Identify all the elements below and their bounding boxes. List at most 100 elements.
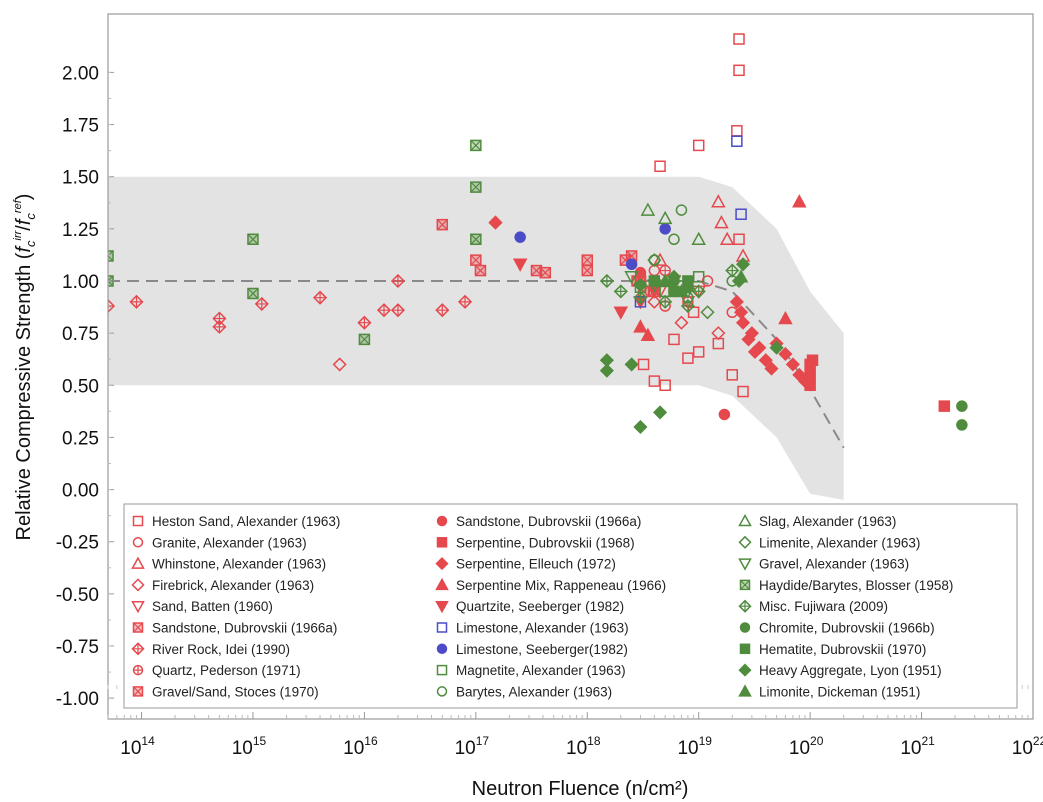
y-axis-title-f1: f — [13, 245, 35, 253]
legend-item: Limenite, Alexander (1963) — [738, 535, 920, 550]
data-point — [654, 160, 666, 173]
data-point-cross — [247, 288, 259, 299]
x-tick-label: 1022 — [1012, 734, 1043, 759]
legend-label: Serpentine, Elleuch (1972) — [456, 557, 616, 572]
data-point — [675, 204, 688, 216]
data-point-cross — [470, 233, 482, 245]
legend-marker — [436, 686, 448, 697]
legend-label: Quartzite, Seeberger (1982) — [456, 599, 624, 614]
y-tick-label: 1.50 — [62, 168, 99, 189]
data-point — [758, 353, 773, 368]
legend-label: Barytes, Alexander (1963) — [456, 684, 612, 699]
legend-item: Limestone, Alexander (1963) — [436, 621, 629, 636]
data-point — [733, 269, 749, 283]
data-point — [435, 303, 450, 318]
data-point-cross — [247, 233, 259, 245]
legend-marker — [738, 535, 752, 549]
legend-marker — [738, 684, 752, 697]
data-point — [658, 294, 673, 309]
y-tick-label: 1.00 — [62, 272, 99, 293]
legend-marker — [738, 663, 752, 677]
legend-item: Limestone, Seeberger(1982) — [436, 642, 628, 657]
data-point — [666, 269, 682, 284]
data-point — [640, 327, 656, 341]
data-point-cross — [358, 333, 370, 345]
data-point — [390, 273, 406, 289]
trend-line — [108, 280, 845, 449]
legend-item: Limonite, Dickeman (1951) — [738, 684, 920, 699]
legend-label: Gravel/Sand, Stoces (1970) — [152, 684, 319, 699]
x-tick-label: 1014 — [120, 734, 155, 759]
data-point — [711, 194, 726, 208]
data-point — [692, 139, 705, 152]
legend-marker — [435, 557, 449, 571]
y-axis-title-sup1: irr — [12, 229, 24, 240]
data-point-plus — [256, 298, 267, 309]
legend-marker — [738, 599, 752, 613]
data-point — [390, 303, 406, 318]
data-point — [613, 306, 629, 320]
x-tick-label: 1020 — [789, 734, 824, 759]
y-axis-title-f2: f — [13, 217, 35, 225]
legend-item: Hematite, Dubrovskii (1970) — [739, 642, 926, 657]
data-points — [108, 33, 968, 435]
data-point — [778, 310, 793, 325]
data-point — [700, 305, 715, 320]
y-tick-label: -1.00 — [56, 689, 99, 710]
data-point — [701, 275, 714, 287]
data-point — [613, 284, 628, 299]
y-tick-label: -0.75 — [56, 637, 99, 658]
legend-item: Sandstone, Dubrovskii (1966a) — [436, 514, 641, 529]
legend-label: Serpentine Mix, Rappeneau (1966) — [456, 578, 666, 593]
legend-item: Gravel/Sand, Stoces (1970) — [132, 684, 319, 699]
data-point — [797, 374, 813, 389]
data-point-plus — [682, 301, 693, 312]
legend-label: Limestone, Alexander (1963) — [456, 621, 629, 636]
legend-marker — [132, 537, 144, 548]
data-point — [692, 271, 705, 283]
data-point-plus — [615, 286, 626, 297]
series-18 — [640, 202, 706, 246]
legend-label: Limonite, Dickeman (1951) — [759, 684, 920, 699]
data-point — [634, 266, 647, 279]
legend-marker-cross — [740, 579, 750, 590]
legend-marker — [132, 515, 144, 527]
data-point-cross — [626, 250, 638, 262]
x-tick-base: 10 — [677, 738, 698, 759]
data-point-cross — [470, 254, 482, 266]
y-tick-label: -0.50 — [56, 585, 99, 606]
series-10 — [804, 354, 951, 412]
data-point — [647, 294, 662, 309]
legend-marker — [435, 577, 449, 591]
x-tick-base: 10 — [900, 738, 921, 759]
data-point — [764, 361, 779, 376]
series-15 — [514, 223, 671, 271]
data-point — [778, 346, 793, 362]
data-point-cross — [475, 265, 486, 276]
x-tick-base: 10 — [455, 738, 476, 759]
y-axis-title-prefix: Relative Compressive Strength ( — [13, 252, 35, 540]
data-point — [733, 64, 745, 77]
data-point — [691, 231, 706, 246]
legend-marker — [131, 600, 145, 614]
legend-label: Whinstone, Alexander (1963) — [152, 557, 326, 572]
legend-marker-plus — [740, 601, 750, 611]
data-point — [792, 194, 807, 208]
data-point — [648, 275, 661, 287]
data-point-plus — [379, 305, 390, 316]
data-point-plus — [693, 286, 704, 297]
data-point-plus — [437, 305, 448, 316]
y-tick-label: -0.25 — [56, 533, 99, 554]
legend-item: Sand, Batten (1960) — [131, 599, 273, 614]
data-point — [714, 215, 729, 229]
data-point — [624, 357, 639, 372]
x-tick-base: 10 — [1012, 738, 1033, 759]
legend-label: Serpentine, Dubrovskii (1968) — [456, 535, 635, 550]
legend-label: Quartz, Pederson (1971) — [152, 663, 301, 678]
data-point — [680, 298, 695, 314]
legend-item: Serpentine Mix, Rappeneau (1966) — [435, 577, 666, 593]
data-point — [648, 375, 661, 387]
legend-label: Gravel, Alexander (1963) — [759, 557, 909, 572]
legend-label: Magnetite, Alexander (1963) — [456, 663, 626, 678]
